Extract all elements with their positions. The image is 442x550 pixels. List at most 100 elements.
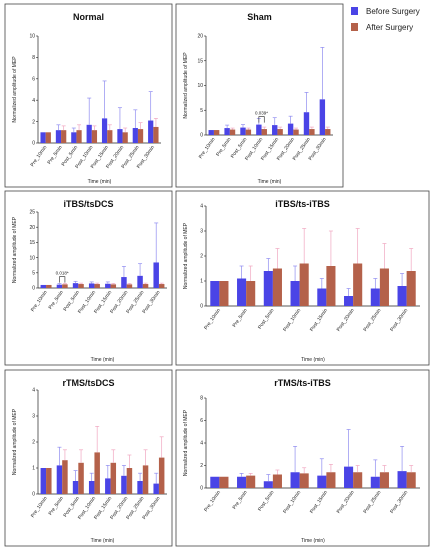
bar-after: [219, 476, 229, 488]
bar-after: [406, 472, 416, 488]
panel-frame: [4, 3, 173, 188]
bar-after: [229, 129, 236, 135]
bar-before: [303, 112, 310, 135]
bar-before: [72, 283, 79, 288]
bar-before: [132, 128, 138, 143]
bar-after: [309, 129, 315, 135]
bar-after: [326, 266, 336, 306]
bar-after: [122, 132, 128, 143]
bar-before: [88, 283, 95, 288]
y-tick-label: 4: [200, 441, 203, 447]
y-tick-label: 0: [200, 486, 203, 492]
y-tick-label: 5: [32, 271, 35, 277]
x-axis-label: Time (min): [258, 179, 282, 185]
bar-before: [56, 465, 63, 494]
bar-after: [126, 284, 133, 288]
bar-after: [293, 129, 299, 135]
bar-after: [107, 130, 113, 143]
y-tick-label: 4: [32, 98, 35, 104]
chart-title: rTMS/ts-iTBS: [274, 378, 331, 388]
bar-after: [246, 281, 256, 306]
chart-panel-6: rTMS/ts-iTBS 0 2 4 6 8 Normalized amplitude of…: [175, 369, 430, 547]
y-axis-label: Normalized amplitude of MEP: [12, 216, 18, 283]
bar-before: [86, 124, 92, 143]
bar-before: [370, 288, 380, 306]
chart-title: Sham: [247, 12, 272, 22]
bar-before: [71, 132, 77, 143]
chart-panel-4: iTBS/ts-iTBS 0 1 2 3 4 Normalized amplitude of…: [175, 190, 430, 366]
bar-before: [117, 129, 123, 143]
y-axis-label: Normalized amplitude of MEP: [12, 56, 18, 123]
significance-label: 0.039*: [255, 111, 268, 116]
bar-after: [326, 472, 336, 488]
legend: Before Surgery After Surgery: [351, 7, 420, 32]
legend-label-after: After Surgery: [366, 23, 413, 32]
bar-after: [246, 475, 256, 488]
y-tick-label: 20: [197, 34, 203, 40]
panel-frame: [175, 369, 430, 547]
bar-before: [256, 124, 262, 135]
bar-before: [105, 283, 111, 288]
bar-after: [299, 473, 309, 488]
bar-before: [72, 481, 79, 494]
chart-title: iTBS/tsDCS: [63, 199, 113, 209]
bar-before: [40, 468, 47, 494]
bar-before: [290, 472, 300, 488]
y-tick-label: 2: [32, 440, 35, 446]
bar-after: [45, 132, 51, 143]
bar-before: [148, 120, 154, 143]
y-tick-label: 1: [200, 279, 203, 285]
y-tick-label: 3: [200, 229, 203, 235]
y-tick-label: 3: [32, 414, 35, 420]
x-axis-label: Time (min): [301, 357, 325, 363]
bar-before: [290, 281, 300, 306]
bar-before: [153, 483, 159, 494]
y-tick-label: 0: [32, 141, 35, 147]
bar-after: [158, 284, 165, 288]
bar-before: [137, 275, 143, 288]
bar-after: [62, 460, 68, 494]
y-tick-label: 8: [200, 396, 203, 402]
bar-after: [272, 474, 282, 488]
y-tick-label: 20: [29, 225, 35, 231]
bar-before: [121, 277, 127, 288]
bar-after: [353, 472, 363, 488]
y-tick-label: 4: [32, 388, 35, 394]
bar-after: [94, 452, 100, 494]
bar-before: [105, 478, 111, 494]
bar-after: [158, 457, 165, 494]
y-tick-label: 4: [200, 204, 203, 210]
bar-after: [272, 268, 282, 306]
x-axis-label: Time (min): [91, 357, 115, 363]
y-tick-label: 5: [200, 108, 203, 114]
bar-before: [208, 130, 214, 135]
bar-before: [210, 281, 220, 306]
bar-after: [325, 129, 331, 135]
bar-before: [101, 118, 108, 143]
y-tick-label: 10: [29, 34, 35, 40]
chart-panel-5: rTMS/tsDCS 0 1 2 3 4 Normalized amplitude of M…: [4, 369, 173, 547]
y-axis-label: Normalized amplitude of MEP: [183, 409, 189, 476]
y-tick-label: 15: [29, 240, 35, 246]
bar-before: [210, 476, 220, 488]
y-tick-label: 0: [200, 304, 203, 310]
y-axis-label: Normalized amplitude of MEP: [183, 52, 189, 119]
bar-after: [126, 468, 133, 494]
bar-before: [56, 284, 63, 288]
chart-panel-3: iTBS/tsDCS 0 5 10 15 20 25 Normalized amplitude…: [4, 190, 173, 366]
x-axis-label: Time (min): [301, 538, 325, 544]
bar-after: [110, 284, 117, 288]
bar-after: [379, 472, 389, 488]
bar-before: [317, 288, 327, 306]
bar-before: [88, 481, 95, 494]
bar-before: [397, 286, 407, 306]
y-tick-label: 1: [32, 466, 35, 472]
y-tick-label: 8: [32, 55, 35, 61]
y-tick-label: 6: [32, 77, 35, 83]
bar-after: [110, 462, 117, 494]
y-tick-label: 0: [32, 286, 35, 292]
y-tick-label: 2: [200, 254, 203, 260]
y-axis-label: Normalized amplitude of MEP: [12, 408, 18, 475]
